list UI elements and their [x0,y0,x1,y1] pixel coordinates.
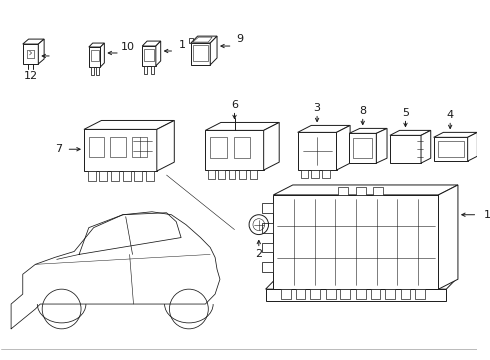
Polygon shape [266,279,456,289]
Polygon shape [349,129,387,133]
Polygon shape [144,49,154,61]
Polygon shape [156,41,161,66]
Polygon shape [353,138,372,158]
Polygon shape [151,66,154,74]
Polygon shape [240,170,246,179]
Polygon shape [91,50,98,61]
Polygon shape [322,170,330,178]
Polygon shape [208,38,212,43]
Polygon shape [208,170,215,179]
Polygon shape [262,223,273,233]
Text: 4: 4 [446,109,454,120]
Polygon shape [264,122,279,170]
Polygon shape [438,141,464,157]
Polygon shape [356,187,366,195]
Polygon shape [193,45,208,61]
Polygon shape [193,37,212,42]
Polygon shape [262,203,273,213]
Polygon shape [110,137,126,157]
Polygon shape [88,171,96,181]
Polygon shape [421,130,431,163]
Polygon shape [281,289,291,299]
Text: 7: 7 [55,144,62,154]
Polygon shape [218,170,225,179]
Polygon shape [89,43,104,47]
Polygon shape [91,67,94,75]
Polygon shape [297,125,350,132]
Polygon shape [339,187,348,195]
Polygon shape [89,47,100,67]
Polygon shape [311,170,319,178]
Polygon shape [337,125,350,170]
Polygon shape [142,41,161,46]
Polygon shape [96,67,98,75]
Polygon shape [210,36,217,65]
Polygon shape [370,289,380,299]
Text: 12: 12 [24,71,38,81]
Polygon shape [297,132,337,170]
Polygon shape [434,132,477,137]
Polygon shape [157,121,174,171]
Polygon shape [99,171,107,181]
Polygon shape [111,171,119,181]
Polygon shape [250,170,257,179]
Polygon shape [356,289,366,299]
Polygon shape [210,137,227,158]
Polygon shape [262,243,273,252]
Polygon shape [191,36,217,43]
Text: 1: 1 [178,40,186,50]
Polygon shape [84,121,174,129]
Polygon shape [205,122,279,130]
Polygon shape [142,46,156,66]
Polygon shape [385,289,395,299]
Polygon shape [326,289,336,299]
Polygon shape [273,185,458,195]
Text: 1: 1 [484,210,490,220]
Text: 5: 5 [402,108,409,117]
Polygon shape [434,137,467,161]
Text: 2: 2 [255,249,262,260]
Polygon shape [439,185,458,289]
Polygon shape [415,289,425,299]
Polygon shape [390,135,421,163]
Polygon shape [123,171,130,181]
Polygon shape [300,170,308,178]
Polygon shape [189,38,193,43]
Text: 10: 10 [121,42,135,52]
Text: 8: 8 [359,105,367,116]
Polygon shape [100,43,104,67]
Polygon shape [376,129,387,163]
Polygon shape [401,289,410,299]
Polygon shape [262,262,273,272]
Polygon shape [84,129,157,171]
Polygon shape [205,130,264,170]
Polygon shape [349,133,376,163]
Polygon shape [23,39,44,44]
Polygon shape [390,130,431,135]
Polygon shape [234,137,250,158]
Polygon shape [310,289,320,299]
Text: 3: 3 [314,103,320,113]
Polygon shape [146,171,154,181]
Polygon shape [295,289,305,299]
Polygon shape [191,43,210,65]
Polygon shape [229,170,236,179]
Polygon shape [341,289,350,299]
Polygon shape [23,44,38,64]
Polygon shape [273,195,439,289]
Polygon shape [38,39,44,64]
Polygon shape [266,289,446,301]
Text: 9: 9 [236,34,243,44]
Polygon shape [373,187,383,195]
Polygon shape [467,132,477,161]
Polygon shape [131,137,147,157]
Polygon shape [89,137,104,157]
Polygon shape [134,171,142,181]
Text: 6: 6 [231,100,238,109]
Polygon shape [144,66,147,74]
